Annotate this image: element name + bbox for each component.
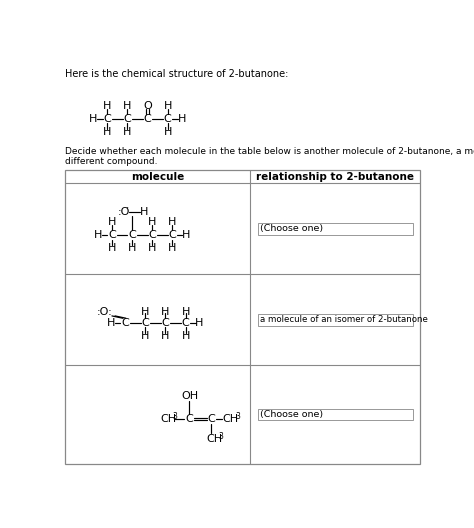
Bar: [258, 223, 413, 234]
Text: CH: CH: [223, 414, 239, 424]
Text: Here is the chemical structure of 2-butanone:: Here is the chemical structure of 2-buta…: [64, 69, 288, 79]
Text: C: C: [182, 318, 190, 328]
Text: H: H: [161, 307, 170, 317]
Text: H: H: [168, 217, 177, 227]
Text: C: C: [108, 230, 116, 240]
Polygon shape: [406, 318, 410, 322]
Text: C: C: [103, 114, 111, 124]
Text: relationship to 2-butanone: relationship to 2-butanone: [256, 172, 414, 182]
Text: H: H: [164, 101, 172, 111]
Text: C: C: [186, 414, 193, 424]
Text: H: H: [141, 331, 149, 341]
Text: C: C: [148, 230, 156, 240]
Text: C: C: [164, 114, 172, 124]
Text: OH: OH: [181, 391, 198, 401]
Bar: [258, 409, 413, 420]
Text: H: H: [123, 101, 132, 111]
Text: H: H: [89, 114, 98, 124]
Text: C: C: [128, 230, 136, 240]
Text: H: H: [168, 243, 177, 253]
Text: (Choose one): (Choose one): [260, 410, 323, 419]
Text: H: H: [107, 318, 115, 328]
Text: H: H: [182, 307, 190, 317]
Text: H: H: [177, 114, 186, 124]
Text: molecule: molecule: [131, 172, 184, 182]
Text: H: H: [108, 243, 116, 253]
Text: C: C: [141, 318, 149, 328]
Polygon shape: [406, 227, 410, 231]
Text: H: H: [164, 127, 172, 137]
Text: H: H: [141, 307, 149, 317]
Text: H: H: [182, 230, 191, 240]
Text: C: C: [144, 114, 152, 124]
Text: H: H: [103, 101, 111, 111]
Text: CH: CH: [160, 414, 176, 424]
Text: C: C: [121, 318, 129, 328]
Text: Decide whether each molecule in the table below is another molecule of 2-butanon: Decide whether each molecule in the tabl…: [64, 146, 474, 166]
Text: H: H: [148, 217, 156, 227]
Text: H: H: [128, 243, 137, 253]
Text: H: H: [140, 207, 149, 217]
Text: C: C: [169, 230, 176, 240]
Polygon shape: [406, 412, 410, 417]
Text: O: O: [143, 101, 152, 111]
Text: H: H: [123, 127, 132, 137]
Text: 3: 3: [235, 412, 240, 421]
Text: (Choose one): (Choose one): [260, 224, 323, 233]
Text: CH: CH: [207, 434, 223, 444]
Text: C: C: [162, 318, 169, 328]
Text: C: C: [207, 414, 215, 424]
Text: H: H: [182, 331, 190, 341]
Text: :Ö: :Ö: [118, 207, 130, 217]
Bar: [65, 169, 420, 464]
Text: H: H: [148, 243, 156, 253]
Text: :O:: :O:: [97, 307, 113, 317]
Text: 3: 3: [173, 412, 177, 421]
Text: a molecule of an isomer of 2-butanone: a molecule of an isomer of 2-butanone: [260, 315, 428, 324]
Text: H: H: [108, 217, 116, 227]
Text: H: H: [103, 127, 111, 137]
Text: H: H: [94, 230, 102, 240]
Text: 3: 3: [219, 432, 224, 441]
Bar: [258, 314, 413, 326]
Text: H: H: [161, 331, 170, 341]
Text: C: C: [124, 114, 131, 124]
Text: H: H: [195, 318, 204, 328]
